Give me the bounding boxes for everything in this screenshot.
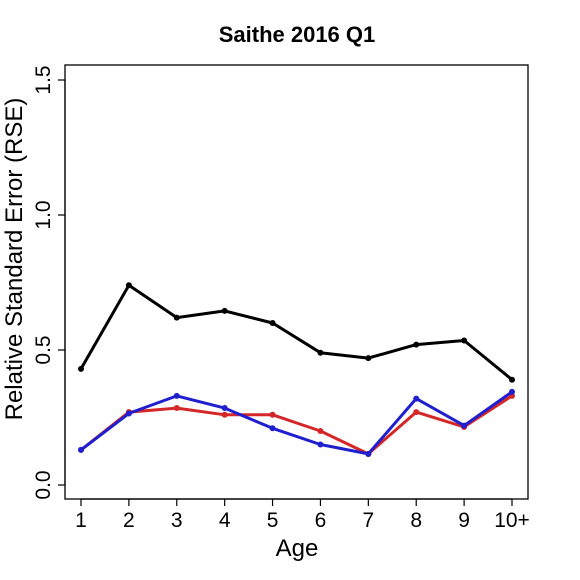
data-point	[173, 314, 180, 321]
chart-title: Saithe 2016 Q1	[219, 22, 376, 47]
x-tick-label: 6	[315, 509, 327, 532]
data-point	[173, 405, 180, 412]
series-group	[78, 282, 515, 457]
data-point	[317, 349, 324, 356]
data-point	[509, 388, 515, 395]
data-point	[78, 365, 84, 372]
series-2	[78, 392, 515, 457]
data-point	[221, 411, 228, 418]
data-point	[413, 409, 420, 416]
x-tick-label: 10+	[494, 509, 530, 532]
x-tick-label: 2	[123, 509, 135, 532]
data-point	[461, 337, 468, 344]
series-line	[79, 283, 513, 381]
data-point	[365, 450, 372, 457]
x-tick-label: 4	[219, 509, 231, 532]
x-tick-label: 7	[362, 509, 374, 532]
x-tick-label: 5	[267, 509, 279, 532]
data-point	[125, 410, 132, 417]
y-axis: 0.0 0.5 1.0 1.5	[32, 65, 66, 500]
data-point	[365, 355, 372, 362]
y-tick-label: 1.5	[32, 65, 55, 94]
plot-frame	[64, 64, 529, 500]
data-point	[269, 320, 276, 326]
series-1	[78, 282, 515, 383]
data-point	[269, 411, 276, 418]
y-tick-label: 0.5	[32, 335, 55, 364]
series-3	[78, 388, 515, 457]
data-point	[413, 395, 420, 402]
data-point	[221, 307, 228, 314]
x-axis: 1 2 3 4 5 6 7 8 9 10+	[75, 498, 530, 532]
data-point	[125, 282, 132, 289]
data-point	[509, 376, 515, 383]
x-tick-label: 8	[410, 509, 422, 532]
data-point	[317, 428, 324, 434]
data-point	[173, 392, 180, 399]
y-axis-label: Relative Standard Error (RSE)	[1, 98, 28, 421]
x-tick-label: 3	[171, 509, 183, 532]
data-point	[461, 422, 468, 429]
data-point	[78, 446, 84, 453]
series-line	[80, 390, 513, 456]
y-tick-label: 1.0	[32, 200, 55, 229]
x-tick-label: 9	[458, 509, 470, 532]
data-point	[413, 341, 420, 348]
x-axis-label: Age	[276, 535, 319, 562]
data-point	[221, 405, 228, 412]
y-tick-label: 0.0	[32, 470, 55, 499]
x-tick-label: 1	[75, 509, 87, 532]
data-point	[317, 441, 324, 448]
data-point	[269, 425, 276, 432]
series-line	[80, 394, 513, 456]
